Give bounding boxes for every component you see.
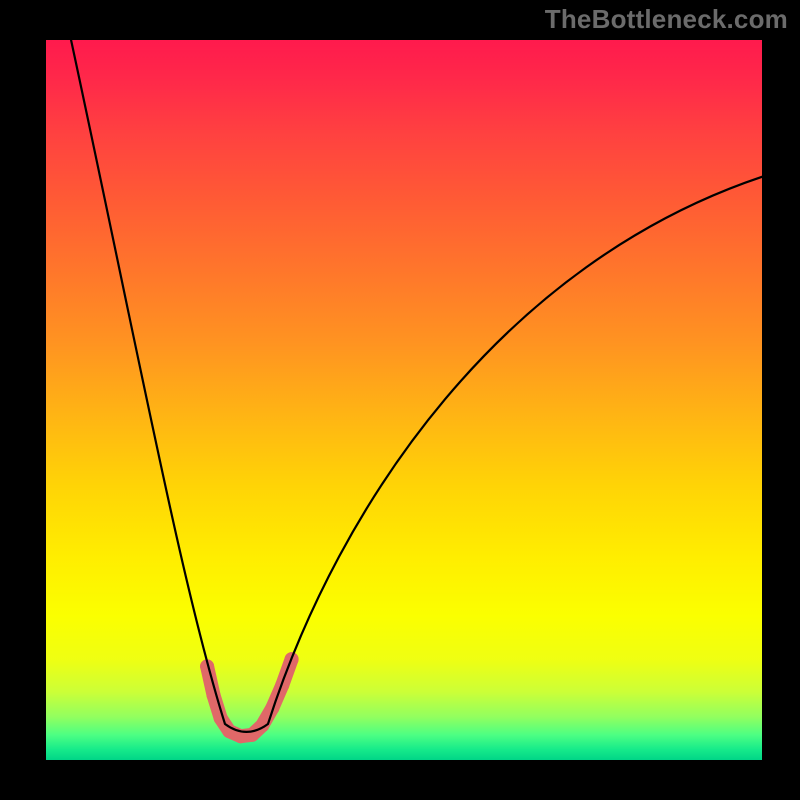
chart-svg: [46, 40, 762, 760]
valley-marker-point: [207, 688, 221, 702]
valley-marker-point: [234, 729, 248, 743]
valley-marker-point: [214, 711, 228, 725]
valley-marker-point: [245, 728, 259, 742]
valley-marker: [207, 659, 291, 736]
valley-marker-point: [255, 718, 269, 732]
chart-plot-area: [46, 40, 762, 760]
valley-marker-point: [200, 659, 214, 673]
watermark-label: TheBottleneck.com: [545, 4, 788, 35]
valley-marker-point: [285, 652, 299, 666]
bottleneck-curve: [71, 40, 762, 732]
valley-marker-point: [275, 678, 289, 692]
valley-marker-point: [265, 701, 279, 715]
chart-background: [46, 40, 762, 760]
valley-marker-point: [222, 724, 236, 738]
